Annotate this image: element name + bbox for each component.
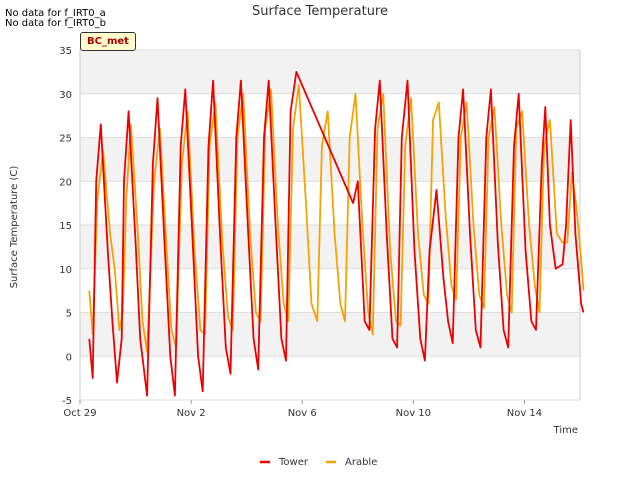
x-tick-label: Nov 2 [177,408,206,419]
legend-label-arable: Arable [345,457,377,468]
x-tick-label: Nov 10 [396,408,431,419]
y-tick-label: 15 [59,221,72,232]
x-axis-ticks: Oct 29 Nov 2 Nov 6 Nov 10 Nov 14 [63,400,542,419]
legend-label-tower: Tower [278,457,309,468]
no-data-note-1: No data for f_IRT0_a [5,8,106,19]
y-tick-label: 25 [59,134,72,145]
y-axis-label: Surface Temperature (C) [9,166,20,289]
series-line-arable [88,84,585,353]
plot-bands [80,50,580,357]
x-tick-label: Oct 29 [63,408,96,419]
plot-band [80,312,580,357]
y-tick-label: -5 [62,396,72,407]
chart-title: Surface Temperature [252,4,388,19]
legend: Tower Arable [260,457,377,468]
series-lines [88,71,585,397]
y-tick-label: 5 [66,309,72,320]
y-tick-label: 30 [59,90,72,101]
x-axis-label: Time [553,425,578,436]
x-tick-label: Nov 14 [507,408,542,419]
station-badge: BC_met [80,32,136,51]
plot-band [80,50,580,94]
x-tick-label: Nov 6 [288,408,317,419]
y-tick-label: 35 [59,46,72,57]
y-tick-label: 10 [59,265,72,276]
no-data-note-2: No data for f_IRT0_b [5,18,106,29]
y-axis-ticks: -5 0 5 10 15 20 25 30 35 [59,46,72,407]
y-tick-label: 0 [66,352,72,363]
series-line-tower [88,71,585,397]
y-tick-label: 20 [59,177,72,188]
